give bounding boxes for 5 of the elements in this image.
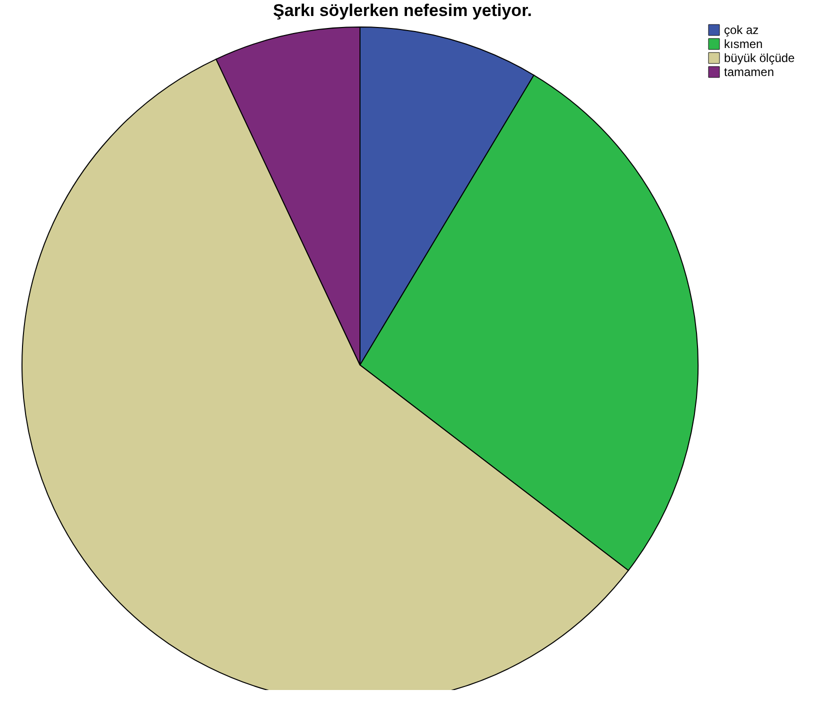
legend-label: çok az bbox=[724, 23, 759, 37]
legend-label: kısmen bbox=[724, 37, 763, 51]
legend-label: tamamen bbox=[724, 65, 774, 79]
chart-title: Şarkı söylerken nefesim yetiyor. bbox=[273, 1, 532, 20]
legend-label: büyük ölçüde bbox=[724, 51, 796, 65]
